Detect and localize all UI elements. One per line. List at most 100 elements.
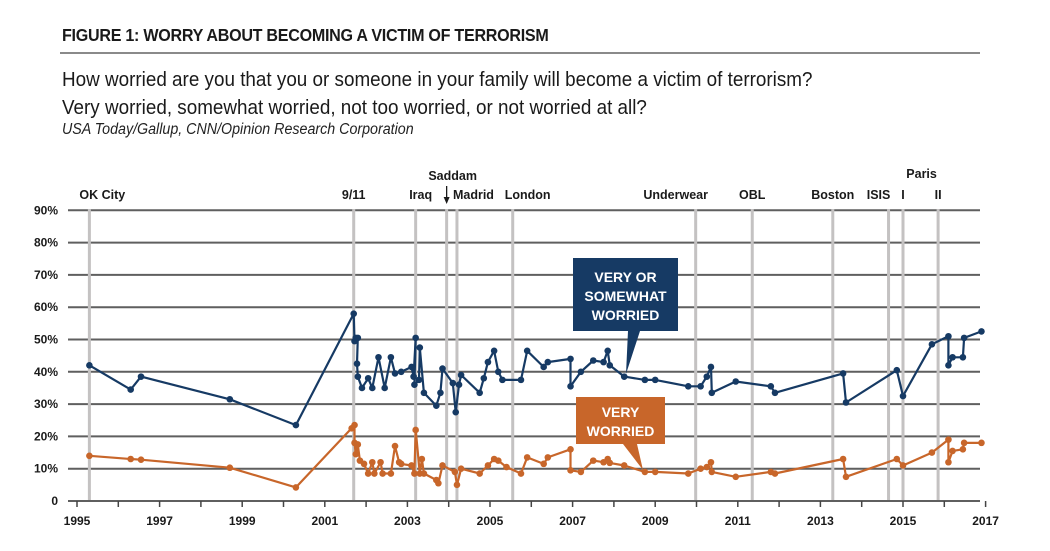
data-point xyxy=(368,384,376,392)
data-point xyxy=(567,467,574,474)
y-axis-labels: 0 10% 20% 30% 40% 50% 60% 70% 80% 90% xyxy=(34,203,58,508)
data-point xyxy=(86,452,93,460)
data-point xyxy=(517,376,525,384)
data-point xyxy=(839,370,847,377)
x-tick-label: 2013 xyxy=(807,514,834,528)
data-point xyxy=(604,347,612,355)
event-label: Saddam xyxy=(428,169,477,183)
data-point xyxy=(137,373,145,380)
gridlines xyxy=(68,209,980,470)
callout-label: WORRIED xyxy=(592,307,660,323)
x-tick-label: 1995 xyxy=(64,514,91,528)
data-point xyxy=(928,341,936,348)
data-point xyxy=(651,468,659,476)
question-line-2: Very worried, somewhat worried, not too … xyxy=(62,96,647,119)
data-point xyxy=(412,426,419,434)
data-point xyxy=(484,358,492,366)
y-tick-label: 50% xyxy=(34,333,58,347)
data-point xyxy=(697,383,704,390)
data-point xyxy=(364,374,372,382)
data-point xyxy=(408,363,415,371)
data-point xyxy=(408,462,415,469)
data-point xyxy=(391,442,399,450)
data-point xyxy=(732,378,740,385)
callout-label: SOMEWHAT xyxy=(584,288,667,304)
data-point xyxy=(420,470,428,477)
data-point xyxy=(899,392,907,400)
data-point xyxy=(708,468,716,476)
x-tick-label: 2003 xyxy=(394,514,421,528)
data-point xyxy=(137,456,145,463)
data-point xyxy=(620,462,628,469)
data-point xyxy=(387,470,395,477)
data-point xyxy=(523,454,531,461)
y-tick-label: 20% xyxy=(34,429,58,443)
data-point xyxy=(767,383,775,390)
x-tick-label: 2001 xyxy=(311,514,338,528)
data-point xyxy=(127,455,134,463)
data-point xyxy=(381,384,388,392)
data-point xyxy=(416,344,424,351)
event-label: Boston xyxy=(811,188,854,202)
source-note: USA Today/Gallup, CNN/Opinion Research C… xyxy=(62,121,414,138)
data-point xyxy=(226,464,234,472)
callout-label: WORRIED xyxy=(587,423,655,439)
callout-very-or-somewhat-worried xyxy=(573,258,678,374)
data-point xyxy=(771,389,779,397)
x-axis: 1995 1997 1999 2001 2003 2005 2007 2009 2011 2013… xyxy=(64,500,999,528)
y-tick-label: 70% xyxy=(34,268,58,282)
data-point xyxy=(226,395,234,403)
data-point xyxy=(893,455,901,463)
data-point xyxy=(960,439,968,447)
data-point xyxy=(453,481,461,489)
data-point xyxy=(371,470,378,477)
data-point xyxy=(358,384,366,392)
data-point xyxy=(641,468,649,476)
figure-title: FIGURE 1: WORRY ABOUT BECOMING A VICTIM … xyxy=(62,25,549,45)
data-point xyxy=(839,455,847,463)
data-point xyxy=(684,470,692,477)
data-point xyxy=(540,363,547,371)
callout-very-worried xyxy=(576,397,665,470)
data-point xyxy=(707,363,715,371)
callout-label: VERY xyxy=(602,404,640,420)
y-tick-label: 80% xyxy=(34,236,58,250)
event-label: OBL xyxy=(739,188,766,202)
data-point xyxy=(641,376,649,384)
series-very-or-somewhat-worried xyxy=(86,310,985,429)
data-point xyxy=(449,379,457,387)
data-point xyxy=(499,376,506,384)
data-point xyxy=(352,450,360,458)
data-point xyxy=(476,470,483,477)
x-tick-label: 2017 xyxy=(972,514,999,528)
data-point xyxy=(411,381,418,389)
data-point xyxy=(484,462,492,469)
data-point xyxy=(707,458,715,466)
event-label: Madrid xyxy=(453,188,494,202)
survey-question: How worried are you that you or someone … xyxy=(62,66,812,122)
data-point xyxy=(439,365,446,372)
data-point xyxy=(771,470,779,477)
data-point xyxy=(351,421,358,429)
data-point xyxy=(410,373,417,380)
data-point xyxy=(949,353,956,361)
x-tick-label: 1997 xyxy=(146,514,173,528)
data-point xyxy=(435,479,442,487)
data-point xyxy=(945,362,952,369)
data-point xyxy=(567,446,574,453)
series-line xyxy=(88,312,982,427)
question-line-1: How worried are you that you or someone … xyxy=(62,68,813,91)
x-tick-label: 2009 xyxy=(642,514,669,528)
series-layer xyxy=(86,310,985,491)
data-point xyxy=(439,462,446,469)
data-point xyxy=(842,399,850,406)
data-point xyxy=(455,381,463,389)
data-point xyxy=(978,328,985,335)
title-rule xyxy=(60,52,980,54)
data-point xyxy=(577,468,585,476)
data-point xyxy=(377,458,384,466)
event-label: London xyxy=(505,188,551,202)
data-point xyxy=(415,376,423,384)
data-point xyxy=(412,334,419,342)
